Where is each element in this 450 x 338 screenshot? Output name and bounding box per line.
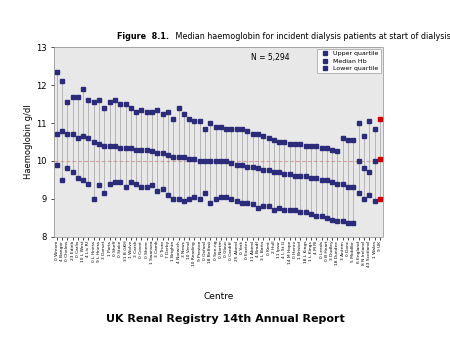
Text: UK Renal Registry 14th Annual Report: UK Renal Registry 14th Annual Report: [106, 314, 344, 324]
Y-axis label: Haemoglobin g/dl: Haemoglobin g/dl: [24, 105, 33, 179]
Text: N = 5,294: N = 5,294: [251, 53, 290, 62]
X-axis label: Centre: Centre: [203, 292, 234, 300]
Legend: Upper quartile, Median Hb, Lower quartile: Upper quartile, Median Hb, Lower quartil…: [316, 49, 381, 73]
Text: Figure  8.1.: Figure 8.1.: [117, 31, 169, 41]
Text: Median haemoglobin for incident dialysis patients at start of dialysis treatment: Median haemoglobin for incident dialysis…: [173, 31, 450, 41]
